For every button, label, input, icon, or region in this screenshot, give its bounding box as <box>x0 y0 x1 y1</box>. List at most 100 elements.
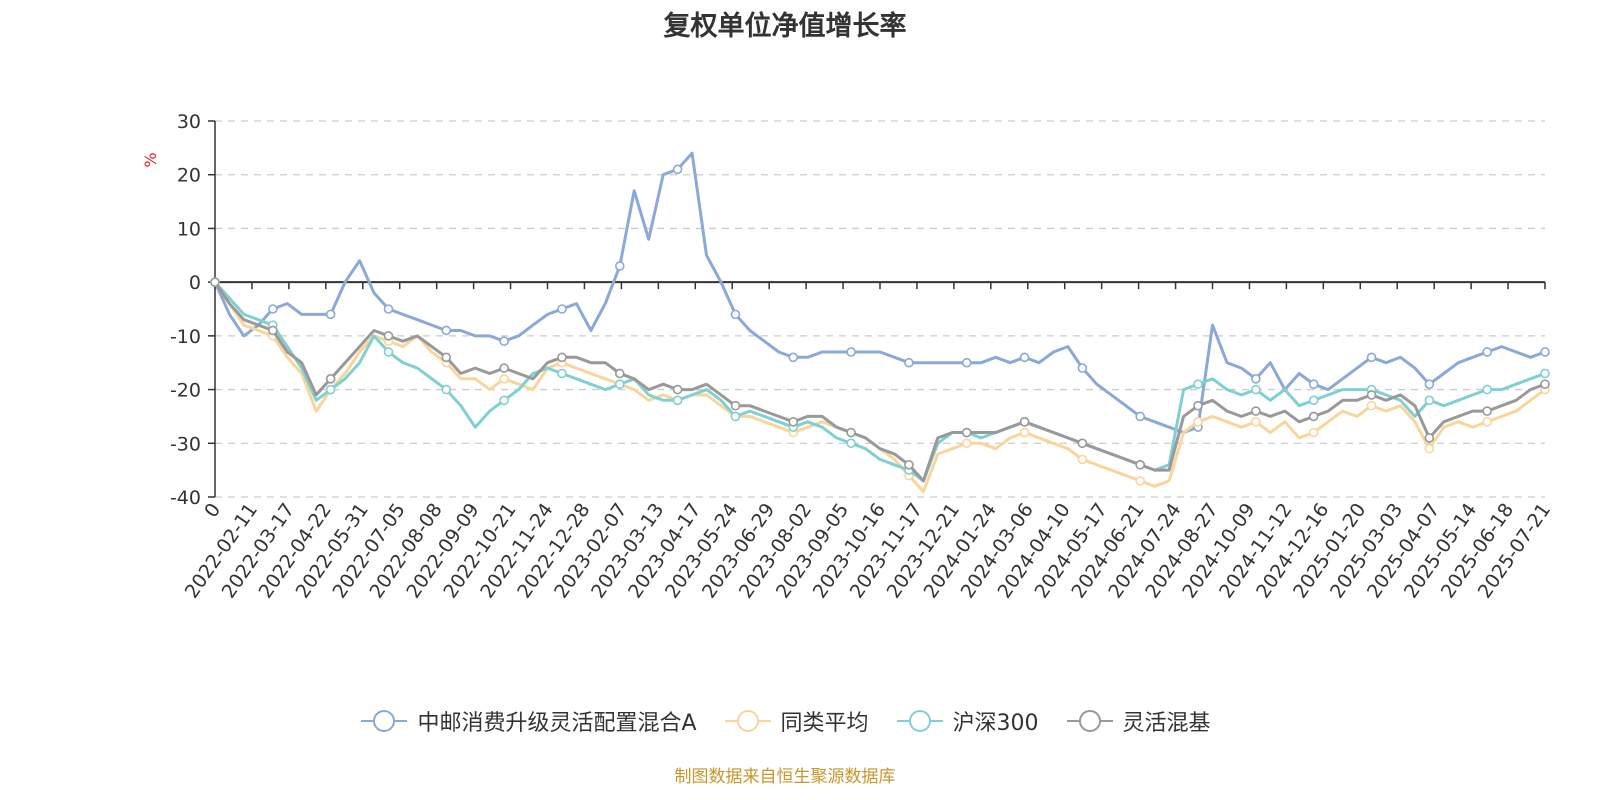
data-point <box>1482 347 1492 357</box>
data-point <box>614 368 625 379</box>
y-axis-unit-label: % <box>141 152 160 167</box>
data-point <box>1251 384 1261 395</box>
data-point <box>1251 374 1261 384</box>
data-point <box>1251 416 1261 427</box>
y-tick-labels: 30 20 10 0 -10 -20 -30 -40 <box>170 111 201 509</box>
data-point <box>1077 438 1088 449</box>
data-point <box>1424 395 1435 406</box>
data-point <box>1193 400 1203 411</box>
data-point <box>730 411 741 422</box>
data-point <box>1308 395 1319 406</box>
data-point <box>1540 347 1550 357</box>
legend-item[interactable]: 灵活混基 <box>1065 705 1211 737</box>
legend-label: 同类平均 <box>780 711 869 736</box>
data-point <box>441 352 452 363</box>
data-point <box>557 368 567 379</box>
data-point <box>557 352 567 363</box>
data-point <box>499 395 509 406</box>
legend-swatch-marker <box>908 710 931 732</box>
series-line <box>213 281 1546 483</box>
legend-item[interactable]: 中邮消费升级灵活配置混合A <box>359 705 697 737</box>
y-tick-label: 30 <box>177 111 201 133</box>
legend-swatch-marker <box>736 710 759 732</box>
data-point <box>614 379 625 390</box>
data-point <box>1308 379 1319 390</box>
chart-title: 复权单位净值增长率 <box>663 11 907 42</box>
data-point <box>441 325 452 336</box>
legend-swatch <box>724 710 771 732</box>
data-point <box>1308 411 1319 422</box>
legend-swatch <box>896 710 943 732</box>
y-tick-label: 20 <box>177 165 201 187</box>
data-point <box>1135 476 1146 486</box>
data-point <box>961 438 972 449</box>
data-point <box>1482 416 1492 427</box>
data-point <box>325 309 336 320</box>
y-tick-label: -10 <box>170 326 201 348</box>
legend-swatch <box>361 710 408 732</box>
data-point <box>268 325 278 336</box>
data-point <box>961 427 972 438</box>
data-point <box>1540 368 1550 379</box>
data-point <box>499 336 509 347</box>
data-point <box>1366 390 1377 400</box>
data-point <box>1193 416 1203 427</box>
legend-swatch-marker <box>373 710 396 732</box>
x-tick-labels: 02022-02-112022-03-172022-04-222022-05-3… <box>181 499 1555 602</box>
data-point <box>614 261 625 271</box>
legend-item[interactable]: 同类平均 <box>723 705 869 737</box>
data-point <box>904 459 914 470</box>
data-point <box>268 304 278 314</box>
source-note: 制图数据来自恒生聚源数据库 <box>674 767 896 787</box>
series-line <box>213 151 1546 434</box>
data-point <box>846 347 856 357</box>
line-chart: % 30 20 10 0 -10 -20 -30 -40 02022-02-112022-03… <box>141 111 1555 602</box>
data-point <box>1424 379 1435 390</box>
data-point <box>441 384 452 395</box>
data-point <box>210 277 220 287</box>
data-point <box>1019 352 1030 363</box>
data-point <box>1424 443 1435 454</box>
legend-label: 中邮消费升级灵活配置混合A <box>417 711 697 736</box>
data-point <box>1193 379 1203 390</box>
axes <box>208 120 1546 498</box>
data-point <box>672 384 683 395</box>
data-point <box>788 352 799 363</box>
data-point <box>1077 454 1088 465</box>
data-point <box>557 304 567 314</box>
data-point <box>961 357 972 368</box>
series-line <box>213 281 1546 483</box>
data-point <box>1308 427 1319 438</box>
legend-swatch-marker <box>1078 710 1101 732</box>
legend-item[interactable]: 沪深300 <box>895 705 1039 737</box>
data-point <box>1540 379 1550 390</box>
legend-swatch <box>1066 710 1113 732</box>
data-point <box>325 384 336 395</box>
data-point <box>1019 416 1030 427</box>
legend-label: 沪深300 <box>952 711 1039 736</box>
data-point <box>499 363 509 373</box>
y-tick-label: 0 <box>189 272 201 294</box>
data-point <box>730 400 741 411</box>
legend-label: 灵活混基 <box>1122 711 1211 736</box>
data-point <box>383 347 394 357</box>
data-point <box>672 395 683 406</box>
data-point <box>1251 406 1261 416</box>
y-tick-label: -20 <box>170 380 201 402</box>
y-tick-label: -40 <box>170 487 201 509</box>
data-point <box>1424 433 1435 443</box>
grid-lines <box>215 120 1545 498</box>
data-point <box>672 164 683 175</box>
y-tick-label: 10 <box>177 218 201 240</box>
data-point <box>1135 411 1146 422</box>
data-point <box>383 304 394 314</box>
data-point <box>788 416 799 427</box>
y-tick-label: -30 <box>170 433 201 455</box>
data-point <box>730 309 741 320</box>
data-point <box>383 331 394 341</box>
data-point <box>904 357 914 368</box>
data-point <box>1019 427 1030 438</box>
data-point <box>325 374 336 384</box>
data-point <box>1077 363 1088 373</box>
legend: 中邮消费升级灵活配置混合A 同类平均 沪深300 灵活混基 <box>0 705 1570 737</box>
